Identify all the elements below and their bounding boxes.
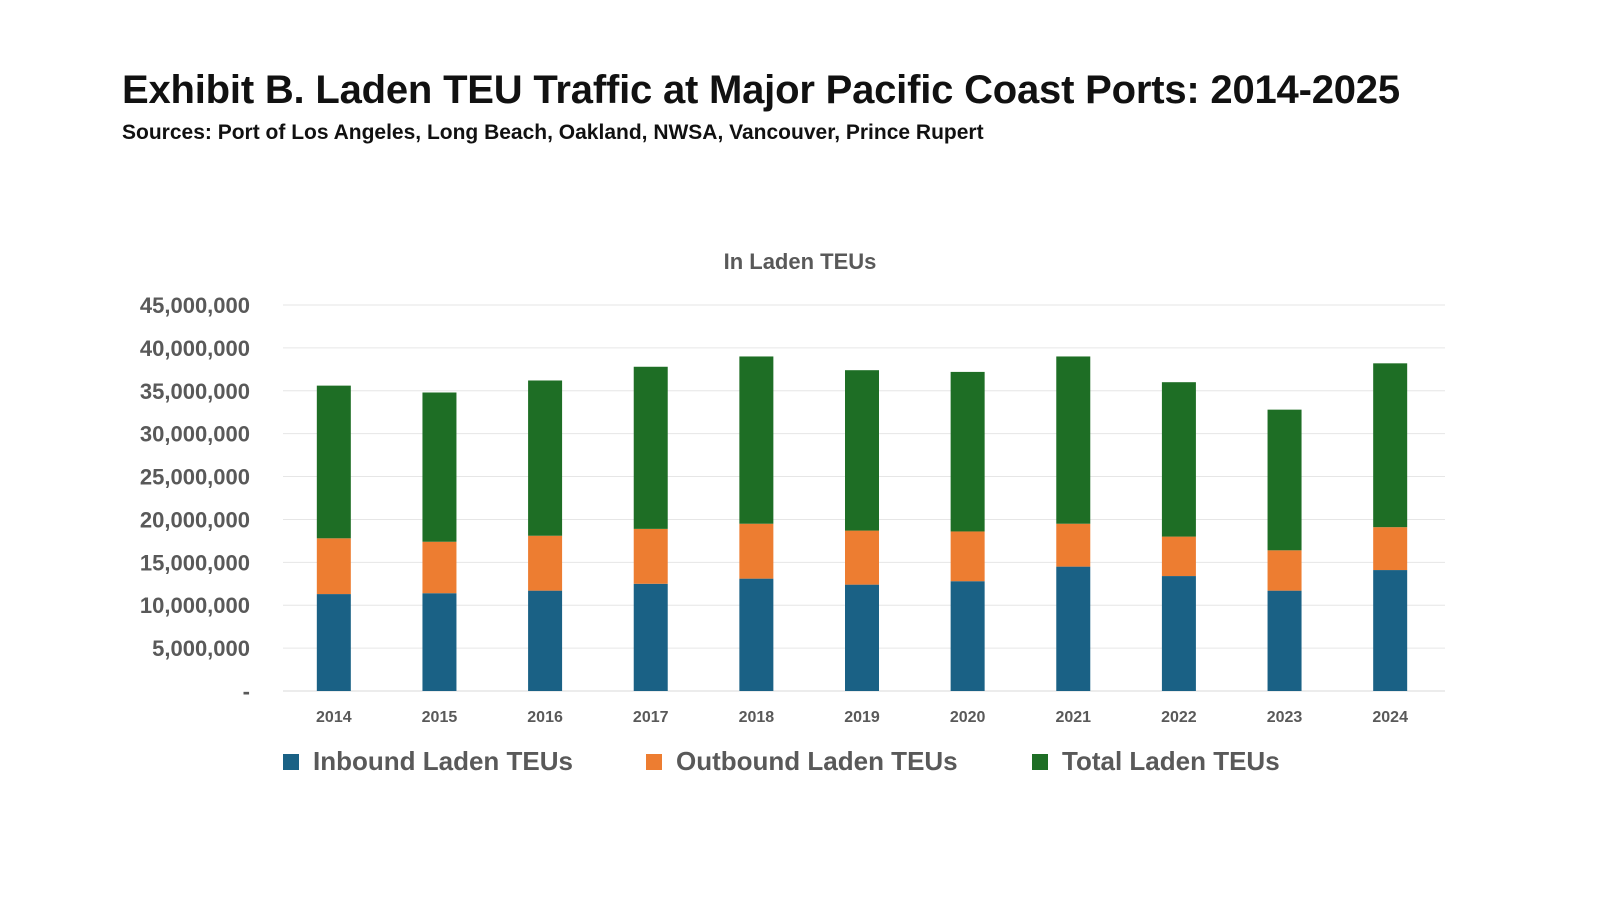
legend-label: Total Laden TEUs — [1062, 746, 1280, 776]
bar-total-2024 — [1373, 363, 1408, 528]
bar-outbound-2014 — [316, 538, 351, 595]
bar-outbound-2023 — [1267, 550, 1302, 591]
legend-swatch — [283, 754, 299, 770]
x-tick-label: 2016 — [527, 709, 563, 726]
bar-outbound-2018 — [739, 523, 774, 579]
bar-inbound-2024 — [1373, 570, 1408, 691]
bar-total-2022 — [1161, 382, 1196, 537]
bar-outbound-2024 — [1373, 527, 1408, 571]
bar-outbound-2020 — [950, 531, 985, 582]
x-tick-label: 2021 — [1055, 709, 1091, 726]
bar-total-2020 — [950, 371, 985, 532]
bar-inbound-2022 — [1161, 576, 1196, 691]
bar-outbound-2017 — [633, 528, 668, 584]
y-tick-label: 15,000,000 — [140, 550, 250, 575]
legend-label: Outbound Laden TEUs — [676, 746, 958, 776]
y-tick-label: 30,000,000 — [140, 422, 250, 447]
y-tick-label: 5,000,000 — [152, 636, 250, 661]
x-tick-label: 2023 — [1267, 709, 1303, 726]
y-tick-label: 10,000,000 — [140, 593, 250, 618]
bar-total-2019 — [845, 370, 879, 531]
exhibit-title: Exhibit B. Laden TEU Traffic at Major Pa… — [122, 68, 1400, 112]
bar-total-2015 — [422, 392, 457, 542]
legend-swatch — [1032, 754, 1048, 770]
bar-total-2017 — [633, 366, 668, 529]
y-tick-label: 25,000,000 — [140, 465, 250, 490]
exhibit-sources: Sources: Port of Los Angeles, Long Beach… — [122, 121, 984, 144]
chart-title: In Laden TEUs — [724, 249, 877, 274]
x-tick-label: 2022 — [1161, 709, 1197, 726]
x-tick-label: 2024 — [1372, 709, 1408, 726]
y-tick-label: 35,000,000 — [140, 379, 250, 404]
y-tick-label: 20,000,000 — [140, 507, 250, 532]
bar-inbound-2015 — [422, 593, 457, 691]
bar-outbound-2021 — [1056, 523, 1091, 567]
y-tick-label: - — [243, 679, 250, 704]
bar-inbound-2017 — [633, 583, 668, 691]
y-tick-label: 40,000,000 — [140, 336, 250, 361]
y-tick-label: 45,000,000 — [140, 293, 250, 318]
bar-inbound-2023 — [1267, 590, 1302, 691]
bar-inbound-2016 — [528, 590, 563, 691]
x-tick-label: 2018 — [739, 709, 775, 726]
bar-inbound-2019 — [845, 584, 879, 691]
bar-outbound-2019 — [845, 530, 879, 585]
bar-total-2016 — [528, 380, 563, 536]
bar-total-2018 — [739, 356, 774, 524]
bar-total-2014 — [316, 385, 351, 539]
x-tick-label: 2014 — [316, 709, 352, 726]
bar-outbound-2022 — [1161, 536, 1196, 577]
bar-outbound-2015 — [422, 541, 457, 594]
bar-outbound-2016 — [528, 535, 563, 591]
x-tick-label: 2015 — [422, 709, 458, 726]
bar-inbound-2021 — [1056, 566, 1091, 691]
bar-total-2023 — [1267, 409, 1302, 551]
bar-inbound-2014 — [316, 594, 351, 691]
bar-inbound-2018 — [739, 578, 774, 691]
x-tick-label: 2017 — [633, 709, 669, 726]
x-tick-label: 2019 — [844, 709, 880, 726]
bar-inbound-2020 — [950, 581, 985, 691]
legend-swatch — [646, 754, 662, 770]
bar-total-2021 — [1056, 356, 1091, 524]
x-tick-label: 2020 — [950, 709, 986, 726]
legend-label: Inbound Laden TEUs — [313, 746, 573, 776]
